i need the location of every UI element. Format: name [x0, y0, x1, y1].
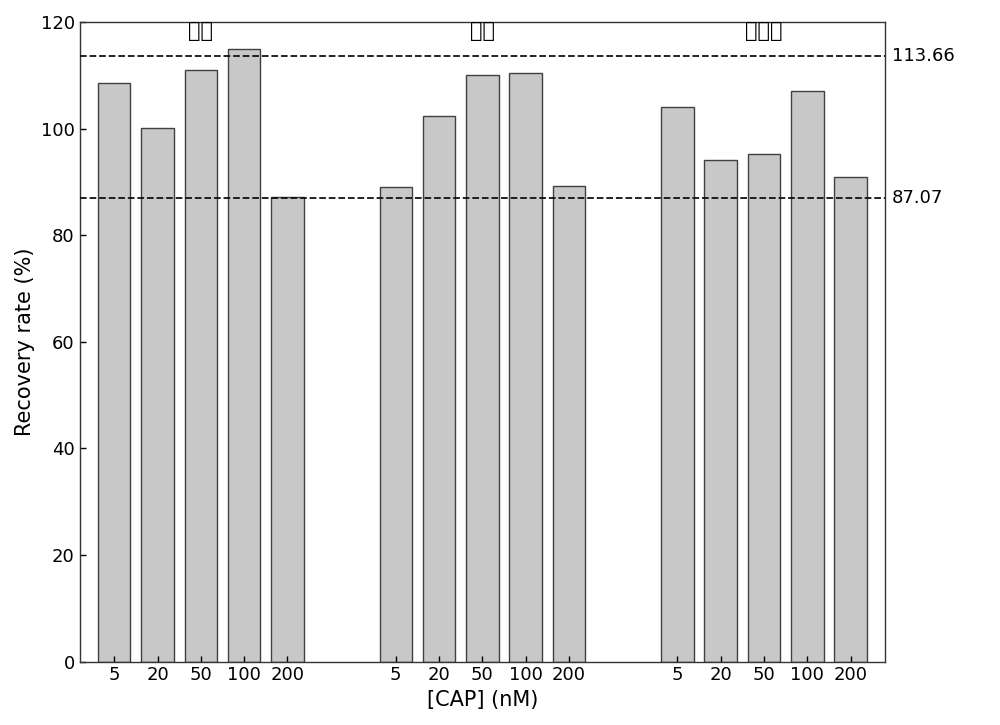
Bar: [834, 177, 867, 662]
Bar: [791, 91, 824, 662]
Bar: [466, 75, 499, 662]
Bar: [185, 70, 217, 662]
Bar: [553, 186, 585, 662]
Bar: [271, 197, 304, 662]
Text: 鱼肉: 鱼肉: [188, 20, 213, 41]
Text: 113.66: 113.66: [892, 47, 955, 65]
Bar: [228, 49, 260, 662]
Bar: [141, 128, 174, 662]
Bar: [704, 160, 737, 662]
Bar: [423, 116, 455, 662]
Y-axis label: Recovery rate (%): Recovery rate (%): [15, 247, 35, 436]
Bar: [98, 83, 130, 662]
Bar: [380, 187, 412, 662]
Bar: [509, 72, 542, 662]
Bar: [661, 107, 694, 662]
Text: 牛奶: 牛奶: [470, 20, 495, 41]
Bar: [748, 154, 780, 662]
Text: 自来水: 自来水: [745, 20, 783, 41]
Text: 87.07: 87.07: [892, 188, 944, 207]
X-axis label: [CAP] (nM): [CAP] (nM): [427, 690, 538, 710]
